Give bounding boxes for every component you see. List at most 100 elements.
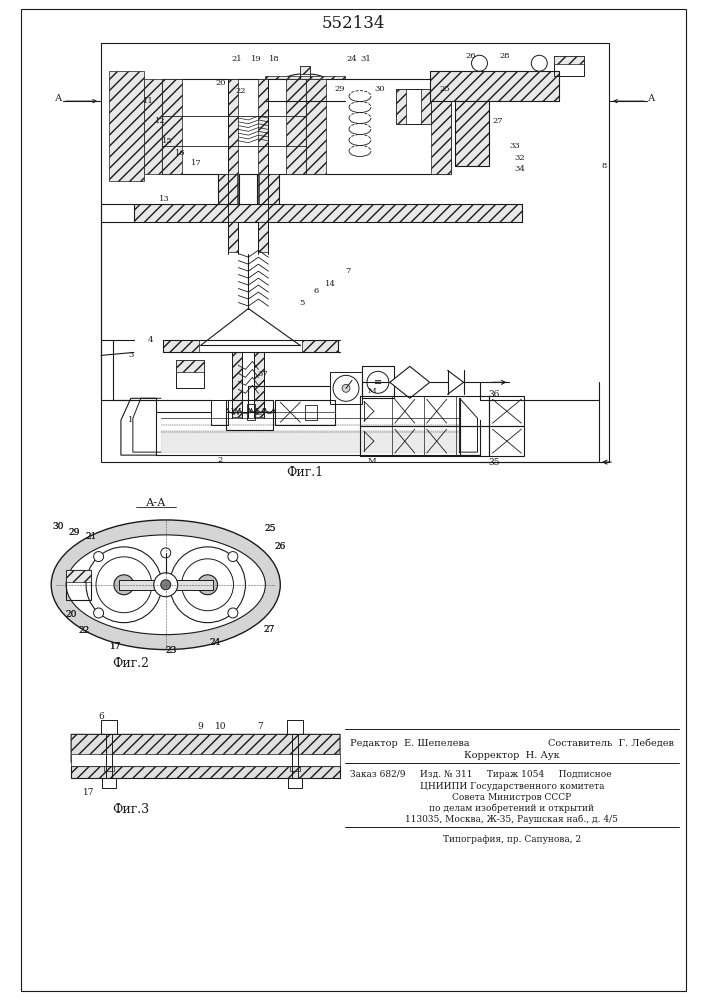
Bar	[286, 79, 306, 174]
Text: 37: 37	[257, 370, 268, 378]
Text: Типография, пр. Сапунова, 2: Типография, пр. Сапунова, 2	[443, 835, 581, 844]
Text: 552134: 552134	[321, 15, 385, 32]
Text: 16: 16	[175, 149, 186, 157]
Bar	[360, 426, 489, 456]
Text: 7: 7	[257, 722, 263, 731]
Text: Составитель  Г. Лебедев: Составитель Г. Лебедев	[548, 739, 674, 748]
Text: ≡: ≡	[374, 378, 382, 387]
Text: 26: 26	[274, 542, 286, 551]
Bar	[489, 396, 525, 426]
Bar	[162, 79, 306, 174]
Text: 29: 29	[69, 528, 80, 537]
Text: 1: 1	[128, 416, 134, 424]
Text: 18: 18	[269, 55, 280, 63]
Text: W: W	[230, 408, 240, 417]
Circle shape	[160, 580, 170, 590]
Text: 22: 22	[78, 626, 90, 635]
Text: 5: 5	[300, 299, 305, 307]
Text: 20: 20	[66, 610, 77, 619]
Text: 21: 21	[231, 55, 242, 63]
Bar	[102, 778, 116, 788]
Bar	[421, 89, 431, 124]
Text: 29: 29	[69, 528, 80, 537]
Circle shape	[96, 557, 152, 613]
Bar	[101, 720, 117, 734]
Circle shape	[114, 575, 134, 595]
Bar	[71, 754, 340, 766]
Bar	[554, 56, 584, 76]
Text: 25: 25	[439, 85, 450, 93]
Text: 17: 17	[83, 788, 95, 797]
Text: Корректор  Н. Аук: Корректор Н. Аук	[464, 751, 560, 760]
Text: 4: 4	[148, 336, 153, 344]
Text: 7: 7	[345, 267, 351, 275]
Bar	[66, 570, 91, 582]
Text: 30: 30	[375, 85, 385, 93]
Bar	[288, 778, 302, 788]
Circle shape	[86, 547, 162, 623]
Bar	[265, 76, 345, 101]
Bar	[101, 43, 609, 462]
Text: ЦНИИПИ Государственного комитета: ЦНИИПИ Государственного комитета	[420, 782, 604, 791]
Circle shape	[182, 559, 233, 611]
Bar	[300, 66, 310, 81]
Bar	[302, 340, 338, 352]
Text: 27: 27	[264, 625, 275, 634]
Text: А: А	[648, 94, 655, 103]
Text: 14: 14	[325, 280, 336, 288]
Text: М: М	[368, 457, 376, 465]
Text: 24: 24	[210, 638, 221, 647]
Text: 21: 21	[86, 532, 97, 541]
Text: 34: 34	[514, 165, 525, 173]
Text: 28: 28	[499, 52, 510, 60]
Text: 20: 20	[66, 610, 77, 619]
Bar	[259, 174, 279, 204]
Circle shape	[154, 573, 177, 597]
Bar	[306, 79, 450, 174]
Bar	[228, 222, 238, 252]
Text: 22: 22	[235, 87, 246, 95]
Circle shape	[120, 581, 128, 589]
Text: L: L	[255, 408, 261, 417]
Bar	[228, 79, 238, 224]
Circle shape	[342, 384, 350, 392]
Text: 3: 3	[128, 351, 134, 359]
Text: 19: 19	[251, 55, 262, 63]
Text: 17: 17	[110, 642, 122, 651]
Circle shape	[198, 575, 218, 595]
Text: 27: 27	[492, 117, 503, 125]
Ellipse shape	[66, 535, 265, 635]
Text: 13: 13	[159, 195, 170, 203]
Text: 21: 21	[86, 532, 97, 541]
Text: 24: 24	[210, 638, 221, 647]
Circle shape	[160, 548, 170, 558]
Bar	[258, 222, 269, 252]
Text: 32: 32	[514, 154, 525, 162]
Bar	[489, 426, 525, 456]
Circle shape	[333, 375, 359, 401]
Text: 23: 23	[165, 646, 176, 655]
Polygon shape	[71, 766, 340, 778]
Bar	[109, 71, 144, 181]
Text: 23: 23	[165, 646, 176, 655]
Bar	[330, 372, 362, 404]
Text: 25: 25	[264, 524, 276, 533]
Circle shape	[228, 552, 238, 562]
Polygon shape	[390, 366, 430, 398]
Bar	[162, 79, 182, 174]
Bar	[66, 570, 91, 600]
Text: 8: 8	[602, 162, 607, 170]
Text: 24: 24	[346, 55, 357, 63]
Bar	[396, 89, 431, 124]
Text: Совета Министров СССР: Совета Министров СССР	[452, 793, 571, 802]
Bar	[455, 101, 489, 166]
Bar	[218, 174, 238, 204]
Text: 6: 6	[98, 712, 104, 721]
Circle shape	[228, 608, 238, 618]
Text: 26: 26	[465, 52, 476, 60]
Bar	[430, 71, 559, 101]
Text: 30: 30	[52, 522, 64, 531]
Bar	[247, 404, 255, 420]
Bar	[258, 79, 269, 224]
Bar	[134, 204, 522, 222]
